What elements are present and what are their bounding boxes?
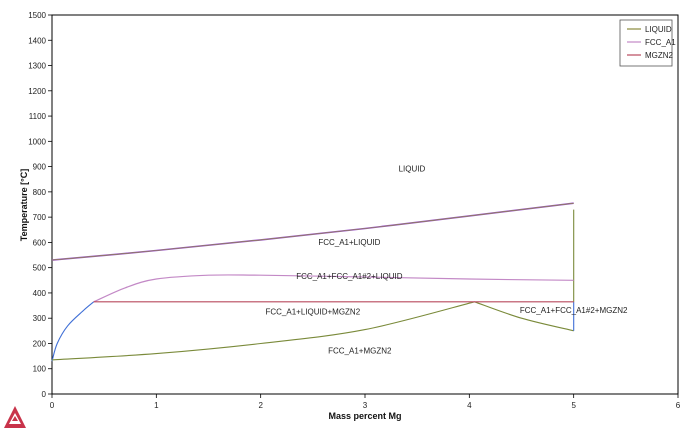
legend-label-mgzn2: MGZN2 bbox=[645, 51, 674, 60]
x-tick-label: 3 bbox=[363, 401, 368, 410]
y-tick-label: 900 bbox=[33, 163, 47, 172]
legend-label-fcc-a1: FCC_A1 bbox=[645, 38, 676, 47]
region-labels: LIQUID FCC_A1+LIQUID FCC_A1+FCC_A1#2+LIQUI… bbox=[265, 165, 628, 356]
series-line-liquid-overlay bbox=[51, 202, 574, 261]
region-label: FCC_A1+FCC_A1#2+LIQUID bbox=[296, 272, 402, 281]
legend-box bbox=[619, 19, 673, 67]
x-tick-label: 5 bbox=[571, 401, 576, 410]
y-tick-label: 500 bbox=[33, 264, 47, 273]
boundary-curve-solvus_low bbox=[51, 301, 95, 362]
x-tick-label: 2 bbox=[258, 401, 263, 410]
thermo-calc-logo-icon bbox=[4, 406, 26, 428]
y-tick-label: 1100 bbox=[29, 112, 47, 121]
x-axis-title: Mass percent Mg bbox=[328, 411, 401, 421]
plot-frame bbox=[51, 14, 679, 395]
y-tick-label: 700 bbox=[33, 213, 47, 222]
region-label: FCC_A1+FCC_A1#2+MGZN2 bbox=[520, 306, 628, 315]
y-axis-title: Temperature [°C] bbox=[19, 169, 29, 241]
region-label: FCC_A1+LIQUID+MGZN2 bbox=[265, 307, 360, 316]
x-tick-label: 6 bbox=[676, 401, 681, 410]
x-tick-label: 1 bbox=[154, 401, 159, 410]
series-line-fcc-a1 bbox=[93, 274, 574, 303]
boundary-curve-solidus_low bbox=[51, 301, 475, 361]
y-tick-label: 1300 bbox=[28, 62, 46, 71]
y-tick-label: 400 bbox=[33, 289, 47, 298]
y-tick-label: 1200 bbox=[28, 87, 46, 96]
y-tick-label: 600 bbox=[33, 238, 47, 247]
y-tick-label: 1400 bbox=[28, 36, 46, 45]
y-tick-label: 1500 bbox=[28, 11, 46, 20]
y-tick-label: 100 bbox=[33, 365, 47, 374]
boundary-curve-solidus_low bbox=[474, 301, 574, 332]
x-tick-label: 0 bbox=[50, 401, 55, 410]
region-label: LIQUID bbox=[399, 165, 426, 174]
x-tick-label: 4 bbox=[467, 401, 472, 410]
y-tick-label: 300 bbox=[33, 314, 47, 323]
legend-label-liquid: LIQUID bbox=[645, 25, 672, 34]
y-tick-label: 800 bbox=[33, 188, 47, 197]
legend: LIQUID FCC_A1 MGZN2 bbox=[619, 19, 676, 67]
region-label: FCC_A1+LIQUID bbox=[318, 238, 380, 247]
x-axis-ticks: 0 1 2 3 4 5 6 bbox=[50, 394, 681, 410]
y-tick-label: 0 bbox=[42, 390, 47, 399]
phase-boundary-curves bbox=[51, 202, 575, 362]
y-tick-label: 200 bbox=[33, 339, 47, 348]
y-tick-label: 1000 bbox=[28, 137, 46, 146]
region-label: FCC_A1+MGZN2 bbox=[328, 347, 392, 356]
y-axis-ticks: 0 100 200 300 400 500 600 700 800 900 1000 1100 1200… bbox=[28, 11, 52, 399]
